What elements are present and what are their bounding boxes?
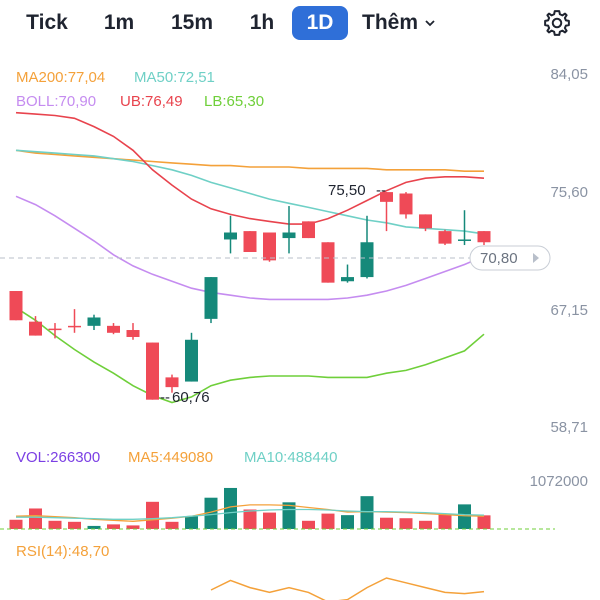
volume-bar bbox=[419, 520, 432, 529]
volume-bar bbox=[224, 487, 237, 529]
candle-body bbox=[360, 242, 374, 278]
volume-bar bbox=[477, 515, 491, 529]
volume-bar bbox=[9, 519, 23, 529]
line-lb bbox=[15, 307, 485, 404]
volume-bar bbox=[126, 525, 140, 529]
legend-vol-ma5: MA5:449080 bbox=[128, 449, 213, 466]
line-ub bbox=[15, 111, 485, 225]
candle-body bbox=[282, 232, 296, 239]
low-marker-pointer: -- bbox=[160, 389, 170, 406]
high-marker-pointer: -- bbox=[376, 182, 386, 199]
volume-bar bbox=[185, 516, 198, 529]
candle-body bbox=[477, 231, 491, 243]
volume-bar bbox=[341, 515, 354, 529]
current-price-badge[interactable]: 70,80 bbox=[469, 245, 551, 271]
timeframe-15m[interactable]: 15m bbox=[170, 11, 214, 34]
candle-body bbox=[399, 193, 413, 215]
volume-bar bbox=[204, 497, 218, 529]
candle-body bbox=[68, 325, 81, 328]
timeframe-1h[interactable]: 1h bbox=[249, 11, 275, 34]
chevron-right-icon bbox=[533, 253, 539, 263]
timeframe-more-dropdown[interactable]: Thêm bbox=[362, 6, 454, 40]
volume-bar bbox=[107, 524, 120, 529]
volume-bar bbox=[321, 513, 335, 529]
indicator-lines bbox=[15, 111, 485, 404]
line-vol-ma10 bbox=[16, 508, 485, 520]
candle-body bbox=[341, 277, 354, 282]
candle-body bbox=[9, 291, 23, 321]
candle-body bbox=[380, 192, 393, 202]
line-ma50 bbox=[15, 149, 485, 235]
candle-body bbox=[87, 317, 101, 326]
candle-body bbox=[224, 232, 237, 240]
gear-icon[interactable] bbox=[542, 8, 572, 38]
volume-bar bbox=[458, 504, 471, 529]
candle-body bbox=[146, 342, 159, 400]
current-price-value: 70,80 bbox=[480, 250, 518, 267]
candle-body bbox=[204, 277, 218, 319]
volume-bar bbox=[165, 521, 179, 529]
line-rsi bbox=[210, 577, 485, 600]
high-marker-label: 75,50 bbox=[328, 182, 366, 199]
candle-body bbox=[243, 231, 257, 253]
price-axis-label: 84,05 bbox=[550, 66, 588, 83]
candles bbox=[9, 192, 491, 400]
price-axis-label: 58,71 bbox=[550, 419, 588, 436]
candle-body bbox=[321, 242, 335, 283]
volume-bar bbox=[380, 517, 393, 529]
candle-body bbox=[185, 339, 198, 382]
legend-boll: BOLL:70,90 bbox=[16, 93, 96, 110]
legend-ub: UB:76,49 bbox=[120, 93, 183, 110]
candle-body bbox=[263, 232, 276, 261]
candle-body bbox=[29, 321, 42, 336]
rsi-line bbox=[210, 577, 485, 600]
volume-bar bbox=[438, 514, 452, 529]
legend-ma200: MA200:77,04 bbox=[16, 69, 105, 86]
low-marker-label: 60,76 bbox=[172, 389, 210, 406]
price-axis-label: 67,15 bbox=[550, 302, 588, 319]
timeframe-more-label: Thêm bbox=[362, 11, 419, 34]
volume-bars bbox=[9, 487, 491, 529]
candle-body bbox=[48, 328, 62, 331]
timeframe-bar: Tick 1m 15m 1h 1D Thêm bbox=[0, 0, 600, 48]
candle-body bbox=[419, 214, 432, 229]
timeframe-tick[interactable]: Tick bbox=[26, 11, 68, 34]
line-ma200 bbox=[15, 149, 484, 172]
chevron-down-icon bbox=[425, 20, 435, 27]
candle-body bbox=[458, 239, 471, 241]
legend-lb: LB:65,30 bbox=[204, 93, 264, 110]
legend-ma50: MA50:72,51 bbox=[134, 69, 215, 86]
legend-rsi: RSI(14):48,70 bbox=[16, 543, 109, 560]
candle-body bbox=[438, 231, 452, 244]
legend-vol: VOL:266300 bbox=[16, 449, 100, 466]
candle-body bbox=[165, 377, 179, 388]
candle-body bbox=[107, 325, 120, 333]
volume-bar bbox=[29, 508, 42, 529]
timeframe-1d[interactable]: 1D bbox=[292, 6, 348, 40]
line-boll bbox=[15, 195, 485, 301]
volume-bar bbox=[243, 509, 257, 529]
volume-bar bbox=[146, 501, 159, 529]
volume-bar bbox=[68, 521, 81, 529]
volume-bar bbox=[399, 518, 413, 529]
volume-bar bbox=[360, 496, 374, 529]
legend-vol-ma10: MA10:488440 bbox=[244, 449, 337, 466]
timeframe-1m[interactable]: 1m bbox=[103, 11, 135, 34]
volume-axis-label: 1072000 bbox=[530, 473, 588, 490]
volume-bar bbox=[263, 512, 276, 529]
candle-body bbox=[126, 330, 140, 337]
price-axis-label: 75,60 bbox=[550, 184, 588, 201]
volume-bar bbox=[302, 520, 315, 529]
volume-bar bbox=[48, 520, 62, 529]
candle-body bbox=[302, 221, 315, 239]
volume-bar bbox=[87, 525, 101, 529]
